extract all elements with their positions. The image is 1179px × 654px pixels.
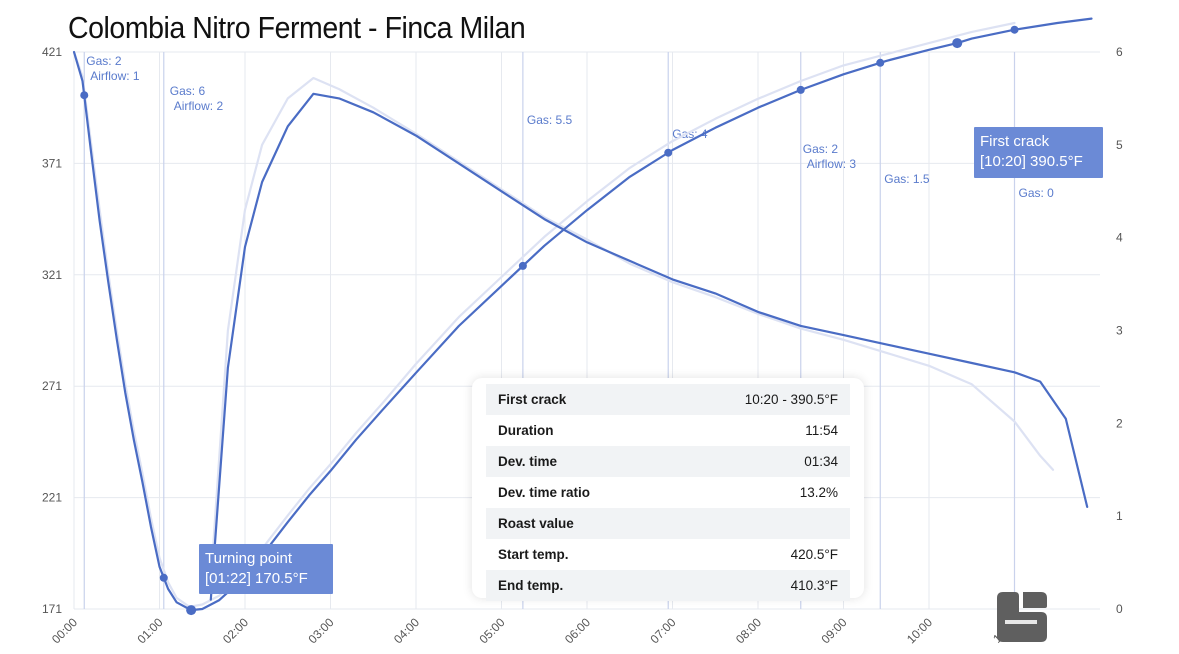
event-label: Gas: 5.5 (527, 113, 573, 127)
reference-ror-line (209, 76, 1055, 583)
x-tick-label: 02:00 (220, 615, 251, 646)
y-right-tick-label: 1 (1116, 509, 1123, 523)
stats-value: 11:54 (805, 423, 838, 438)
first-crack-marker (952, 38, 963, 49)
reference-bean-temp-line (72, 21, 1016, 608)
x-tick-label: 06:00 (562, 615, 593, 646)
turning-point-title: Turning point (205, 550, 293, 567)
x-tick-label: 10:00 (904, 615, 935, 646)
x-tick-label: 03:00 (305, 615, 336, 646)
y-left-tick-label: 371 (42, 156, 62, 170)
first-crack-value: [10:20] 390.5°F (980, 153, 1083, 170)
roast-stats-panel: First crack 10:20 - 390.5°F Duration 11:… (472, 378, 864, 601)
event-marker (796, 85, 805, 94)
bean-temp-line (72, 17, 1093, 612)
chart-title: Colombia Nitro Ferment - Finca Milan (68, 10, 526, 45)
rate-of-rise-line (209, 92, 1089, 601)
event-label: Gas: 1.5 (884, 172, 930, 186)
brand-logo-icon (997, 592, 1047, 642)
stats-label: Roast value (498, 516, 574, 531)
x-tick-label: 00:00 (49, 615, 80, 646)
event-label: Gas: 2 (803, 142, 839, 156)
x-tick-label: 04:00 (391, 615, 422, 646)
x-tick-label: 01:00 (134, 615, 165, 646)
first-crack-box (974, 127, 1103, 178)
stats-value: 10:20 - 390.5°F (744, 392, 838, 407)
y-left-tick-label: 271 (42, 379, 62, 393)
event-label: Gas: 0 (1019, 186, 1055, 200)
stats-label: Start temp. (498, 547, 569, 562)
stats-label: Dev. time ratio (498, 485, 591, 500)
event-label: Airflow: 3 (807, 157, 857, 171)
stats-row-dev-time-ratio: Dev. time ratio 13.2% (486, 477, 850, 508)
stats-label: Dev. time (498, 454, 558, 469)
stats-row-first-crack: First crack 10:20 - 390.5°F (486, 384, 850, 415)
stats-row-roast-value: Roast value (486, 508, 850, 539)
event-marker (664, 148, 673, 157)
event-label: Gas: 2 (86, 54, 122, 68)
turning-point-value: [01:22] 170.5°F (205, 570, 308, 587)
y-left-tick-label: 321 (42, 268, 62, 282)
event-label: Airflow: 1 (90, 69, 140, 83)
event-marker (876, 58, 885, 67)
event-label: Airflow: 2 (174, 99, 224, 113)
y-left-tick-label: 421 (42, 45, 62, 59)
stats-label: End temp. (498, 578, 564, 593)
stats-row-start-temp: Start temp. 420.5°F (486, 539, 850, 570)
y-right-tick-label: 3 (1116, 324, 1123, 338)
stats-row-dev-time: Dev. time 01:34 (486, 446, 850, 477)
y-left-tick-label: 221 (42, 491, 62, 505)
event-marker (1010, 25, 1019, 34)
stats-value: 13.2% (799, 485, 838, 500)
event-marker (80, 91, 89, 100)
x-tick-label: 07:00 (647, 615, 678, 646)
y-right-tick-label: 6 (1116, 45, 1123, 59)
y-right-tick-label: 2 (1116, 416, 1123, 430)
event-marker (518, 261, 527, 270)
stats-label: First crack (498, 392, 567, 407)
stats-row-end-temp: End temp. 410.3°F (486, 570, 850, 601)
turning-point-marker (186, 605, 197, 616)
stats-label: Duration (498, 423, 554, 438)
stats-value: 410.3°F (790, 578, 838, 593)
turning-point-box (199, 544, 333, 594)
x-tick-label: 05:00 (476, 615, 507, 646)
y-right-tick-label: 4 (1116, 231, 1123, 245)
x-tick-label: 09:00 (818, 615, 849, 646)
y-right-tick-label: 5 (1116, 138, 1123, 152)
event-label: Gas: 6 (170, 84, 206, 98)
stats-row-duration: Duration 11:54 (486, 415, 850, 446)
stats-value: 420.5°F (790, 547, 838, 562)
first-crack-title: First crack (980, 133, 1050, 150)
stats-value: 01:34 (804, 454, 838, 469)
y-right-tick-label: 0 (1116, 602, 1123, 616)
event-marker (159, 573, 168, 582)
x-tick-label: 08:00 (733, 615, 764, 646)
y-left-tick-label: 171 (42, 602, 62, 616)
